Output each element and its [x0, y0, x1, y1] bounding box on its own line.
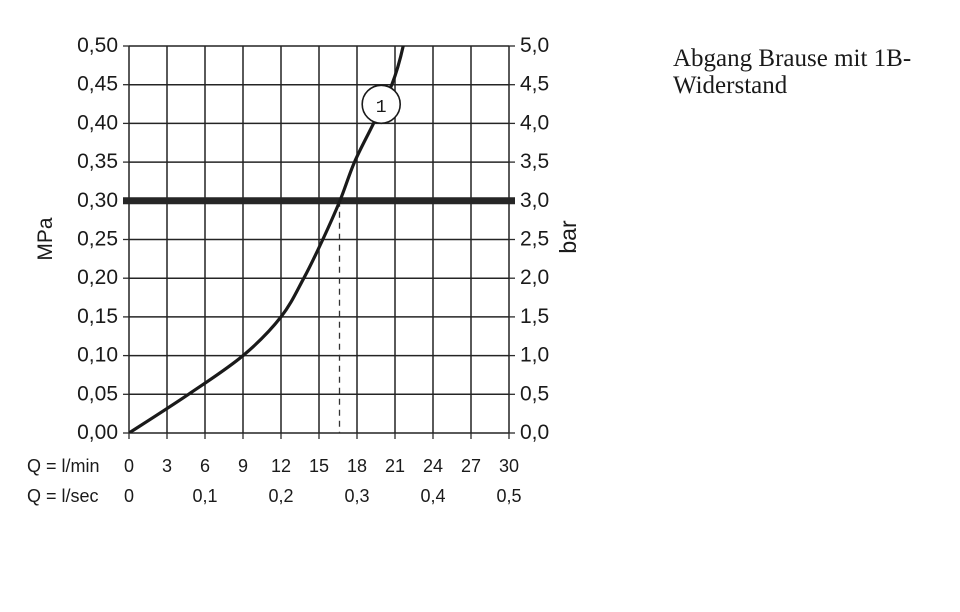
svg-text:Q = l/sec: Q = l/sec — [27, 486, 99, 506]
svg-text:2,0: 2,0 — [520, 266, 549, 289]
svg-text:0,30: 0,30 — [77, 189, 118, 212]
svg-text:0,2: 0,2 — [268, 486, 293, 506]
svg-text:27: 27 — [461, 456, 481, 476]
svg-text:18: 18 — [347, 456, 367, 476]
svg-text:30: 30 — [499, 456, 519, 476]
svg-text:0,1: 0,1 — [192, 486, 217, 506]
svg-text:21: 21 — [385, 456, 405, 476]
svg-text:15: 15 — [309, 456, 329, 476]
svg-text:4,5: 4,5 — [520, 73, 549, 96]
svg-text:2,5: 2,5 — [520, 228, 549, 251]
svg-text:9: 9 — [238, 456, 248, 476]
svg-text:0,00: 0,00 — [77, 421, 118, 444]
svg-text:0,50: 0,50 — [77, 34, 118, 57]
svg-text:0,35: 0,35 — [77, 150, 118, 173]
svg-text:1,5: 1,5 — [520, 305, 549, 328]
svg-text:0,5: 0,5 — [520, 382, 549, 405]
svg-text:0,25: 0,25 — [77, 228, 118, 251]
svg-text:4,0: 4,0 — [520, 111, 549, 134]
svg-text:0,5: 0,5 — [496, 486, 521, 506]
svg-text:3: 3 — [162, 456, 172, 476]
svg-text:0,40: 0,40 — [77, 111, 118, 134]
svg-text:3,0: 3,0 — [520, 189, 549, 212]
svg-text:MPa: MPa — [34, 217, 57, 261]
svg-text:0,15: 0,15 — [77, 305, 118, 328]
svg-text:1: 1 — [376, 98, 387, 118]
svg-text:bar: bar — [555, 220, 581, 254]
svg-text:24: 24 — [423, 456, 443, 476]
svg-text:0,20: 0,20 — [77, 266, 118, 289]
svg-text:Q = l/min: Q = l/min — [27, 456, 100, 476]
svg-text:0,3: 0,3 — [344, 486, 369, 506]
svg-text:0,0: 0,0 — [520, 421, 549, 444]
svg-text:0,45: 0,45 — [77, 73, 118, 96]
svg-text:0,05: 0,05 — [77, 382, 118, 405]
svg-text:5,0: 5,0 — [520, 34, 549, 57]
svg-text:0: 0 — [124, 486, 134, 506]
svg-text:3,5: 3,5 — [520, 150, 549, 173]
svg-text:0: 0 — [124, 456, 134, 476]
svg-text:6: 6 — [200, 456, 210, 476]
svg-text:12: 12 — [271, 456, 291, 476]
svg-text:0,4: 0,4 — [420, 486, 445, 506]
svg-text:1,0: 1,0 — [520, 344, 549, 367]
svg-text:0,10: 0,10 — [77, 344, 118, 367]
